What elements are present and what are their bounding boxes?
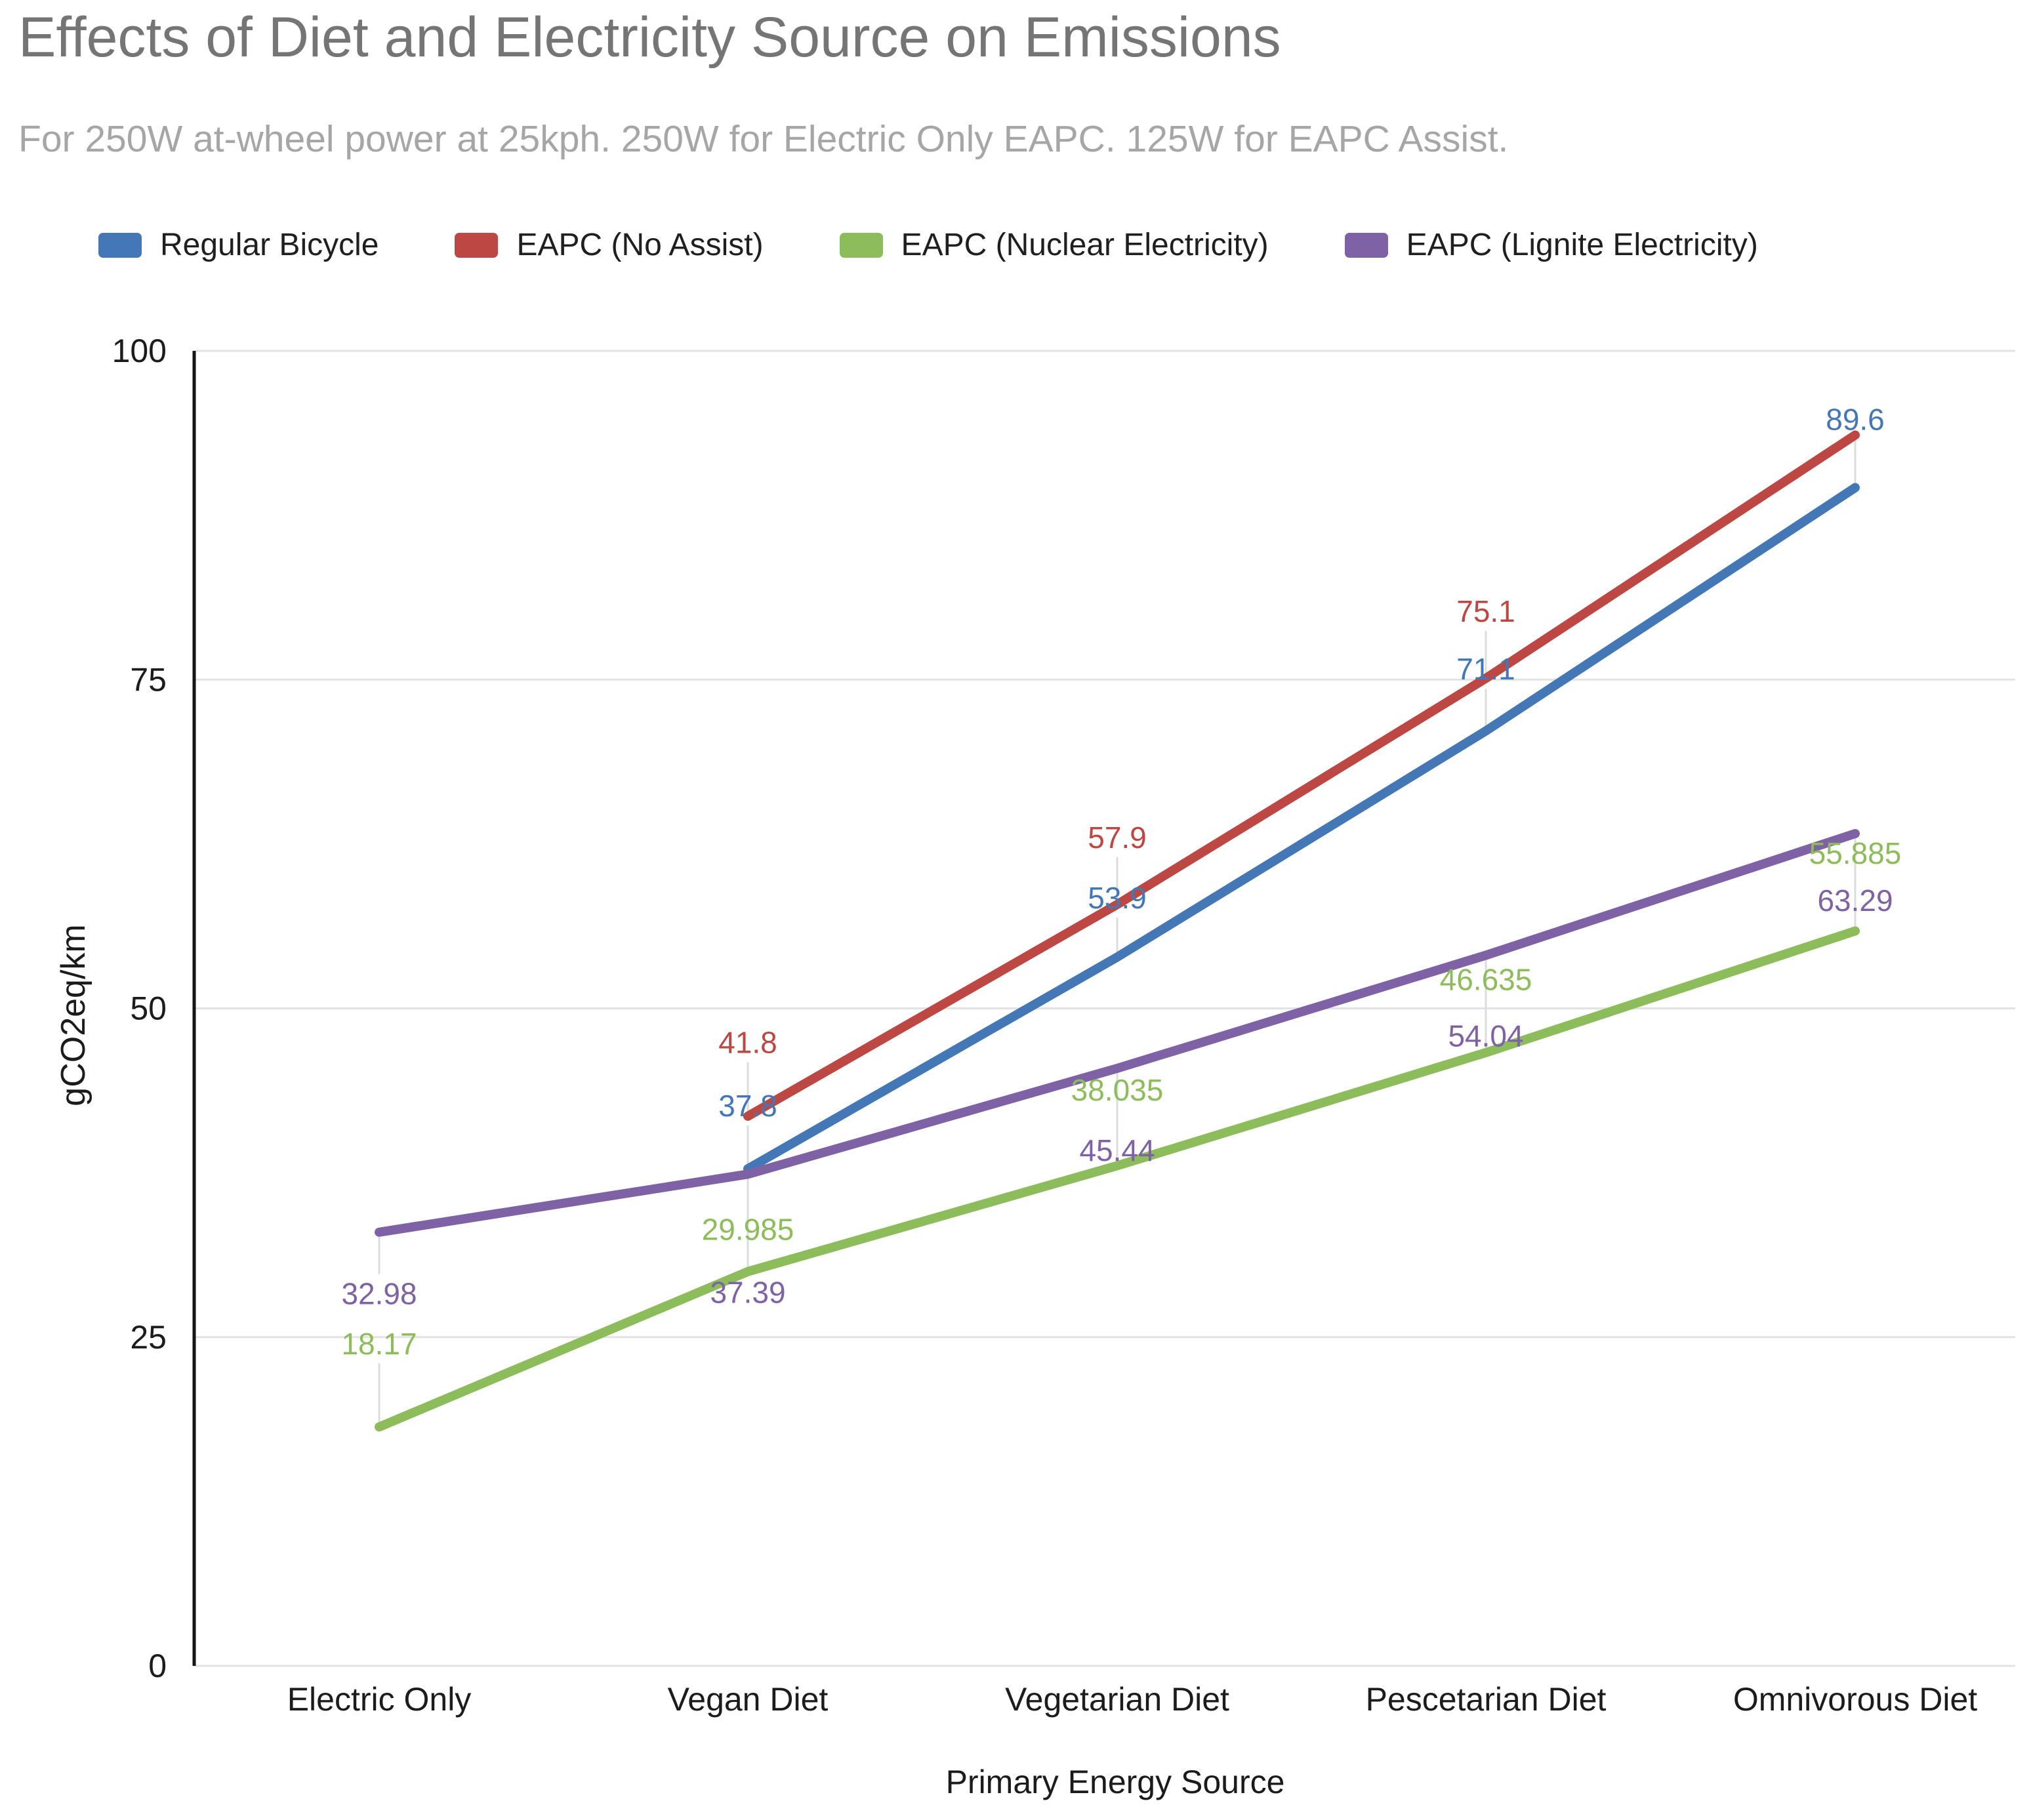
- data-label-eapc-no-assist: 41.8: [718, 1026, 777, 1060]
- data-label-eapc-nuclear-electricity: 18.17: [341, 1327, 417, 1361]
- series-line-regular-bicycle: [743, 483, 1860, 1174]
- data-label-eapc-no-assist: 75.1: [1456, 594, 1515, 628]
- data-label-eapc-nuclear-electricity: 29.985: [702, 1212, 794, 1246]
- data-label-eapc-nuclear-electricity: 38.035: [1071, 1073, 1164, 1107]
- data-label-eapc-nuclear-electricity: 46.635: [1440, 962, 1532, 996]
- data-label-eapc-lignite-electricity: 63.29: [1817, 883, 1893, 918]
- chart-subtitle: For 250W at-wheel power at 25kph. 250W f…: [18, 118, 1509, 160]
- x-tick-label: Electric Only: [287, 1681, 472, 1718]
- x-axis-title: Primary Energy Source: [945, 1764, 1285, 1800]
- x-tick-label: Vegetarian Diet: [1005, 1681, 1229, 1718]
- y-tick-label: 100: [112, 333, 167, 369]
- series-line-eapc-no-assist: [743, 430, 1860, 1121]
- legend: Regular Bicycle EAPC (No Assist) EAPC (Nuc…: [98, 227, 1758, 263]
- data-label-eapc-nuclear-electricity: 55.885: [1809, 836, 1902, 870]
- y-tick-label: 0: [148, 1648, 167, 1684]
- data-label-eapc-lignite-electricity: 37.39: [710, 1276, 785, 1310]
- y-tick-label: 25: [130, 1319, 167, 1356]
- data-label-regular-bicycle: 37.8: [718, 1089, 777, 1123]
- legend-item-regular-bicycle: Regular Bicycle: [98, 227, 379, 263]
- series-line-eapc-lignite-electricity: [375, 829, 1860, 1237]
- legend-item-eapc-nuclear-electricity: EAPC (Nuclear Electricity): [839, 227, 1269, 263]
- legend-label: EAPC (No Assist): [516, 228, 764, 262]
- y-tick-label: 75: [130, 661, 167, 698]
- legend-swatch-icon: [839, 232, 883, 258]
- series-line-eapc-nuclear-electricity: [375, 926, 1860, 1432]
- legend-label: EAPC (Lignite Electricity): [1406, 228, 1758, 262]
- chart-title: Effects of Diet and Electricity Source o…: [18, 6, 1281, 69]
- x-tick-label: Pescetarian Diet: [1366, 1681, 1607, 1718]
- y-axis-title: gCO2eq/km: [54, 924, 92, 1106]
- x-tick-label: Vegan Diet: [668, 1681, 829, 1718]
- legend-item-eapc-no-assist: EAPC (No Assist): [455, 227, 764, 263]
- data-label-eapc-lignite-electricity: 45.44: [1079, 1133, 1155, 1167]
- x-tick-label: Omnivorous Diet: [1733, 1681, 1977, 1718]
- legend-label: Regular Bicycle: [160, 228, 379, 262]
- data-label-regular-bicycle: 53.9: [1088, 881, 1147, 915]
- legend-label: EAPC (Nuclear Electricity): [901, 228, 1269, 262]
- y-tick-label: 50: [130, 990, 167, 1027]
- legend-swatch-icon: [98, 232, 142, 258]
- data-label-regular-bicycle: 71.1: [1456, 652, 1515, 686]
- data-label-regular-bicycle: 89.6: [1826, 402, 1885, 436]
- data-label-eapc-lignite-electricity: 32.98: [341, 1277, 417, 1311]
- legend-swatch-icon: [455, 232, 499, 258]
- legend-item-eapc-lignite-electricity: EAPC (Lignite Electricity): [1344, 227, 1758, 263]
- data-label-eapc-lignite-electricity: 54.04: [1448, 1019, 1523, 1053]
- legend-swatch-icon: [1344, 232, 1388, 258]
- data-label-eapc-no-assist: 57.9: [1088, 820, 1147, 855]
